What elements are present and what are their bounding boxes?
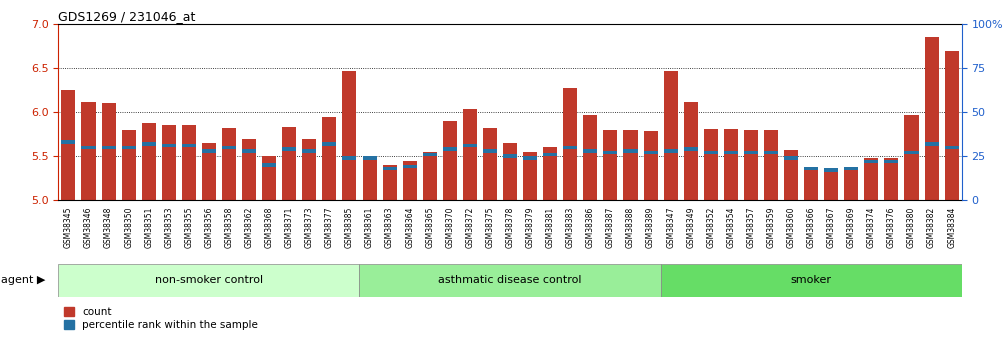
Bar	[884, 160, 898, 163]
Bar	[684, 147, 698, 151]
Bar	[884, 158, 898, 200]
Bar	[182, 144, 196, 147]
Bar	[563, 88, 577, 200]
Bar	[463, 109, 477, 200]
Bar	[744, 151, 758, 154]
Bar	[543, 147, 557, 200]
Bar	[483, 128, 497, 200]
Bar	[844, 167, 858, 170]
Bar	[423, 152, 437, 156]
Bar	[744, 130, 758, 200]
Bar	[764, 130, 778, 200]
Bar	[805, 168, 818, 200]
Text: asthmatic disease control: asthmatic disease control	[438, 275, 582, 285]
Bar	[724, 151, 738, 154]
Bar	[102, 104, 116, 200]
Bar	[162, 125, 176, 200]
Bar	[342, 156, 356, 160]
Bar	[302, 149, 316, 152]
FancyBboxPatch shape	[58, 264, 359, 297]
Bar	[423, 152, 437, 200]
Text: smoker: smoker	[790, 275, 832, 285]
Bar	[483, 149, 497, 152]
Bar	[82, 101, 96, 200]
Bar	[262, 163, 276, 167]
Bar	[142, 142, 156, 146]
Bar	[824, 169, 838, 200]
Bar	[222, 146, 236, 149]
Bar	[704, 129, 718, 200]
Legend: count, percentile rank within the sample: count, percentile rank within the sample	[63, 307, 258, 330]
Bar	[403, 165, 417, 168]
Bar	[583, 149, 597, 152]
Bar	[643, 151, 658, 154]
Bar	[844, 167, 858, 200]
Bar	[864, 160, 878, 163]
FancyBboxPatch shape	[661, 264, 962, 297]
Bar	[182, 125, 196, 200]
Bar	[222, 128, 236, 200]
Bar	[342, 71, 356, 200]
Bar	[684, 101, 698, 200]
Bar	[403, 160, 417, 200]
Bar	[282, 127, 296, 200]
FancyBboxPatch shape	[359, 264, 661, 297]
Bar	[583, 115, 597, 200]
Bar	[904, 151, 918, 154]
Bar	[543, 152, 557, 156]
Bar	[202, 149, 215, 152]
Bar	[242, 149, 256, 152]
Text: GDS1269 / 231046_at: GDS1269 / 231046_at	[58, 10, 195, 23]
Bar	[945, 146, 959, 149]
Bar	[945, 51, 959, 200]
Bar	[704, 151, 718, 154]
Bar	[363, 156, 377, 200]
Bar	[102, 146, 116, 149]
Bar	[824, 168, 838, 172]
Bar	[302, 139, 316, 200]
Bar	[623, 149, 637, 152]
Bar	[764, 151, 778, 154]
Bar	[904, 115, 918, 200]
Bar	[142, 123, 156, 200]
Bar	[262, 156, 276, 200]
Bar	[61, 140, 76, 144]
Bar	[363, 156, 377, 160]
Bar	[504, 154, 517, 158]
Bar	[724, 129, 738, 200]
Bar	[82, 146, 96, 149]
Bar	[924, 142, 939, 146]
Bar	[443, 147, 457, 151]
Bar	[504, 143, 517, 200]
Bar	[563, 146, 577, 149]
Bar	[322, 117, 336, 200]
Bar	[162, 144, 176, 147]
Bar	[242, 139, 256, 200]
Bar	[322, 142, 336, 146]
Bar	[784, 150, 799, 200]
Bar	[784, 156, 799, 160]
Bar	[603, 130, 617, 200]
Text: non-smoker control: non-smoker control	[155, 275, 263, 285]
Bar	[443, 121, 457, 200]
Bar	[282, 147, 296, 151]
Bar	[623, 130, 637, 200]
Bar	[383, 165, 397, 200]
Bar	[463, 144, 477, 147]
Bar	[643, 131, 658, 200]
Bar	[664, 149, 678, 152]
Bar	[664, 71, 678, 200]
Bar	[603, 151, 617, 154]
Bar	[523, 156, 537, 160]
Bar	[122, 146, 136, 149]
Bar	[864, 158, 878, 200]
Bar	[122, 130, 136, 200]
Bar	[61, 90, 76, 200]
Bar	[805, 167, 818, 170]
Bar	[383, 167, 397, 170]
Bar	[202, 143, 215, 200]
Bar	[924, 37, 939, 200]
Bar	[523, 152, 537, 200]
Text: agent ▶: agent ▶	[1, 275, 45, 285]
